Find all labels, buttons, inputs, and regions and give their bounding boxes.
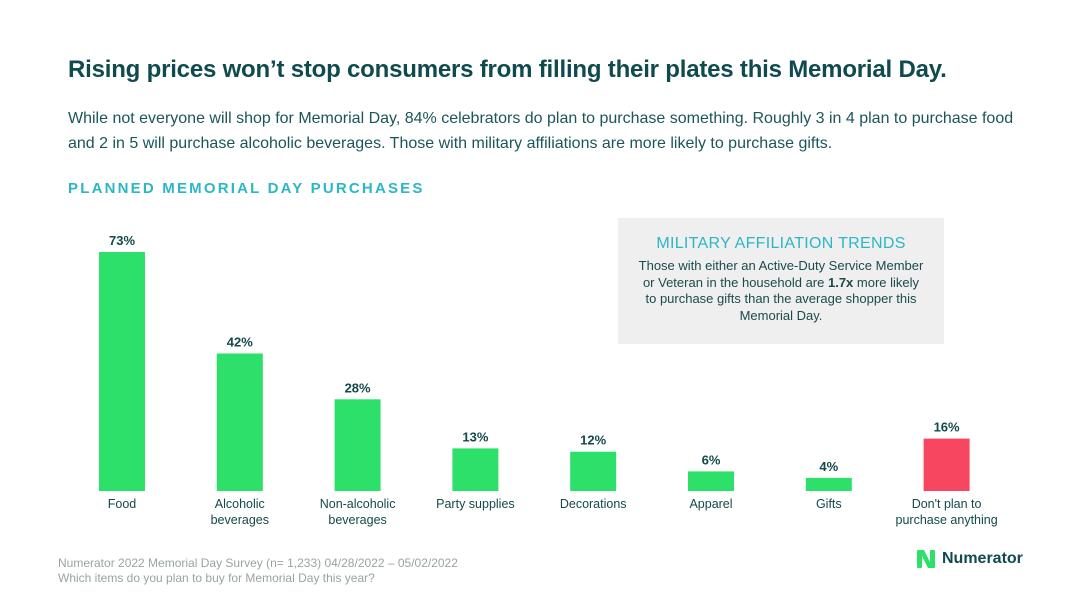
category-label-4: Decorations — [560, 497, 627, 511]
value-label-2: 28% — [345, 380, 371, 395]
category-label-6: Gifts — [816, 497, 842, 511]
bar-1 — [216, 353, 263, 491]
footnote-source: Numerator 2022 Memorial Day Survey (n= 1… — [58, 556, 458, 570]
page-subtitle: While not everyone will shop for Memoria… — [68, 110, 1014, 152]
numerator-logo-icon — [917, 550, 935, 568]
numerator-logo-text: Numerator — [942, 550, 1023, 567]
value-label-4: 12% — [580, 433, 606, 448]
bar-3 — [452, 448, 499, 491]
value-label-3: 13% — [462, 429, 488, 444]
bar-0 — [99, 252, 145, 491]
callout-body-before: Those with either an Active-Duty Service… — [638, 258, 924, 290]
category-label-5: Apparel — [689, 497, 732, 511]
bar-4 — [570, 451, 617, 491]
footnote: Numerator 2022 Memorial Day Survey (n= 1… — [58, 556, 458, 586]
category-label-0: Food — [108, 497, 137, 511]
value-label-5: 6% — [702, 452, 721, 467]
military-trends-callout: MILITARY AFFILIATION TRENDS Those with e… — [618, 218, 944, 344]
bar-2 — [334, 399, 381, 491]
category-label-7: Don't plan to purchase anything — [896, 497, 998, 527]
callout-body: Those with either an Active-Duty Service… — [618, 258, 944, 324]
page-title: Rising prices won’t stop consumers from … — [68, 56, 947, 83]
value-label-1: 42% — [227, 335, 253, 350]
callout-body-emphasis: 1.7x — [827, 274, 854, 290]
category-label-3: Party supplies — [436, 497, 515, 511]
value-label-6: 4% — [819, 459, 838, 474]
footnote-question: Which items do you plan to buy for Memor… — [58, 571, 375, 585]
numerator-logo: Numerator — [916, 549, 1023, 569]
callout-title: MILITARY AFFILIATION TRENDS — [656, 235, 906, 252]
callout-body-after: more likely to purchase gifts than the a… — [645, 274, 920, 323]
value-label-0: 73% — [109, 233, 135, 248]
category-label-2: Non-alcoholic beverages — [320, 497, 396, 527]
bar-7 — [923, 438, 970, 491]
bar-5 — [688, 471, 734, 491]
bar-6 — [805, 477, 852, 491]
chart-section-label: PLANNED MEMORIAL DAY PURCHASES — [68, 180, 425, 197]
category-label-1: Alcoholic beverages — [211, 497, 269, 527]
value-label-7: 16% — [934, 420, 960, 435]
